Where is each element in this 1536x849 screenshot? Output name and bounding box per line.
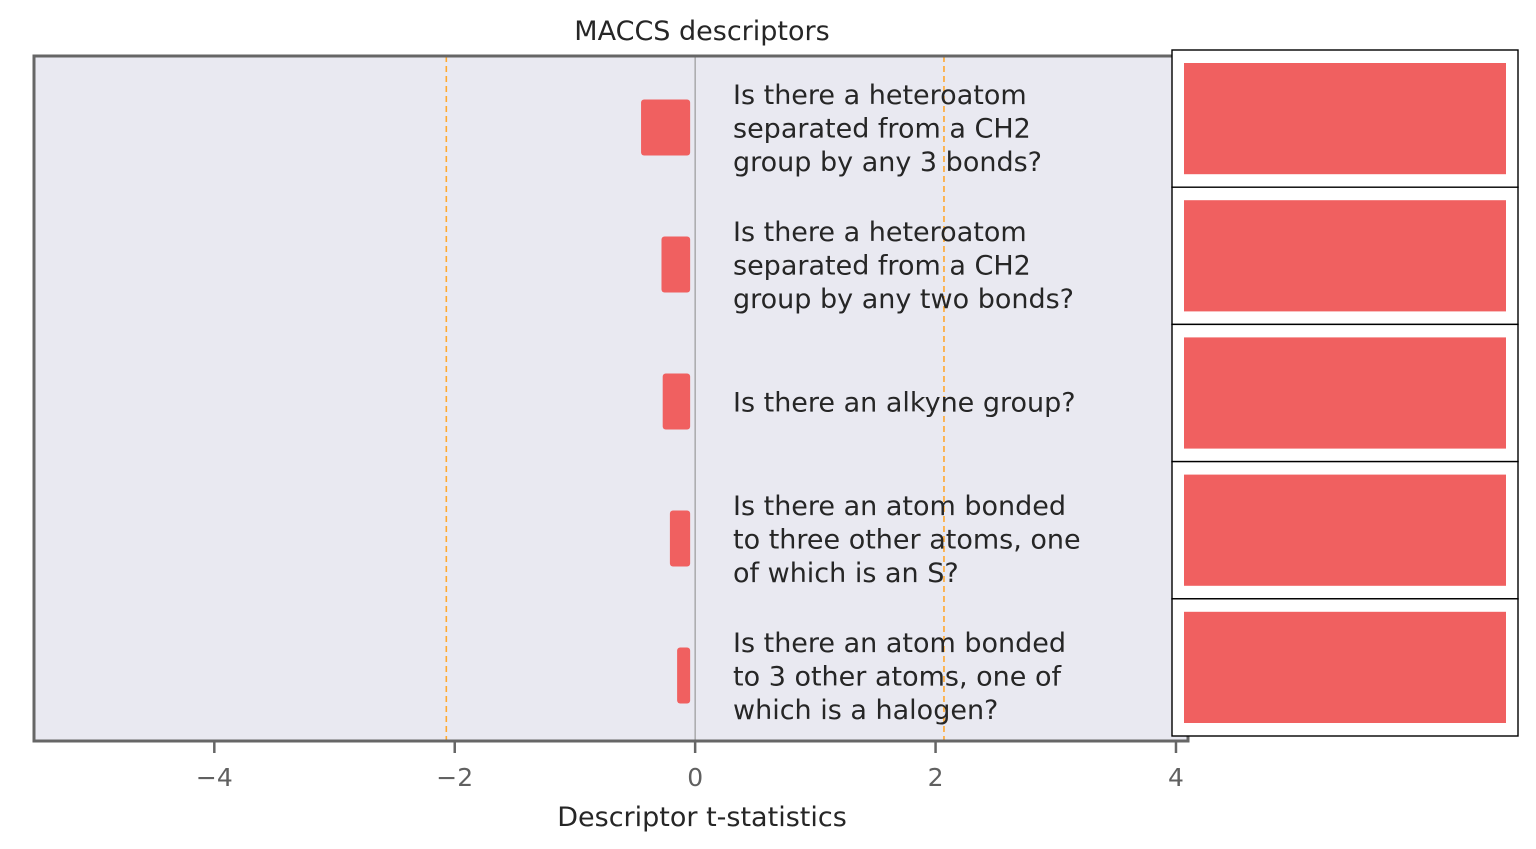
bar [669, 510, 691, 567]
x-tick-label: −2 [436, 763, 473, 792]
x-tick-label: 4 [1168, 763, 1184, 792]
x-tick-label: 0 [687, 763, 703, 792]
panel-swatch [1184, 200, 1506, 312]
bar [661, 236, 691, 293]
x-tick-label: −4 [196, 763, 233, 792]
panel-swatch [1184, 474, 1506, 586]
descriptor-label: Is there an alkyne group? [733, 388, 1076, 419]
panel-swatch [1184, 63, 1506, 175]
bar [641, 99, 691, 156]
bar [677, 647, 691, 704]
chart-title: MACCS descriptors [574, 16, 829, 47]
panel-swatch [1184, 611, 1506, 723]
bar [662, 373, 691, 430]
descriptor-label: Is there an atom bonded to three other at… [733, 491, 1081, 589]
descriptor-label: Is there a heteroatom separated from a CH… [733, 217, 1074, 315]
plot-area [34, 56, 1188, 741]
descriptor-label: Is there a heteroatom separated from a CH… [733, 80, 1042, 178]
panel-swatch [1184, 337, 1506, 449]
x-tick-label: 2 [928, 763, 944, 792]
x-axis-label: Descriptor t-statistics [557, 802, 847, 833]
descriptor-label: Is there an atom bonded to 3 other atoms,… [733, 628, 1066, 726]
